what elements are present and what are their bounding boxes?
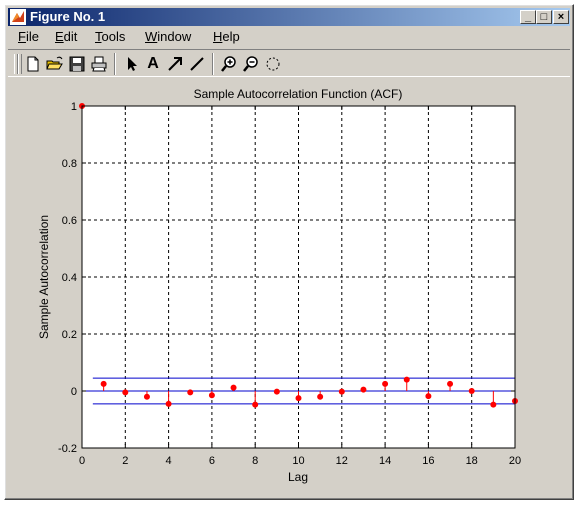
- acf-point: [468, 388, 475, 394]
- open-folder-icon[interactable]: [46, 55, 64, 73]
- x-tick-label: 6: [209, 455, 215, 467]
- title-bar[interactable]: Figure No. 1 _ □ ×: [8, 8, 570, 26]
- acf-point: [230, 384, 237, 391]
- y-tick-label: 0.4: [62, 272, 77, 284]
- menu-window-rest: indow: [157, 29, 192, 44]
- y-tick-label: 0.8: [62, 158, 77, 170]
- acf-point: [382, 380, 389, 387]
- acf-point: [273, 388, 280, 395]
- acf-point: [252, 401, 259, 408]
- save-disk-icon[interactable]: [68, 55, 86, 73]
- menu-window[interactable]: Window: [145, 29, 191, 44]
- x-tick-label: 4: [166, 455, 172, 467]
- x-axis-label: Lag: [288, 470, 308, 484]
- x-tick-label: 18: [466, 455, 478, 467]
- menu-bar: File Edit Tools Window Help: [8, 27, 570, 47]
- acf-point: [360, 386, 367, 393]
- menu-edit-rest: dit: [63, 29, 78, 44]
- menu-file[interactable]: File: [18, 29, 39, 44]
- zoom-out-icon[interactable]: [242, 55, 260, 73]
- close-icon: ×: [557, 11, 565, 23]
- x-tick-label: 0: [79, 455, 85, 467]
- menu-tools[interactable]: Tools: [95, 29, 125, 44]
- new-file-icon[interactable]: [24, 55, 42, 73]
- acf-point: [143, 393, 150, 400]
- menu-tools-accel: T: [95, 29, 102, 44]
- y-tick-label: 1: [71, 101, 77, 113]
- toolbar-separator: [114, 53, 116, 75]
- menu-help-rest: elp: [222, 29, 240, 44]
- menu-tools-rest: ools: [101, 29, 126, 44]
- menu-file-accel: F: [18, 29, 26, 44]
- acf-point: [403, 376, 410, 383]
- maximize-button[interactable]: □: [536, 10, 552, 24]
- toolbar-grip[interactable]: [14, 54, 18, 74]
- acf-point: [425, 393, 432, 400]
- minimize-icon: _: [524, 11, 532, 23]
- print-icon[interactable]: [90, 55, 108, 73]
- figure-toolbar: A: [8, 49, 570, 77]
- insert-line-icon[interactable]: [188, 55, 206, 73]
- x-tick-label: 12: [336, 455, 348, 467]
- x-tick-label: 20: [509, 455, 521, 467]
- acf-point: [490, 401, 497, 408]
- menu-help-accel: H: [213, 29, 223, 44]
- y-tick-label: -0.2: [58, 443, 77, 455]
- x-tick-label: 10: [292, 455, 304, 467]
- acf-point: [187, 389, 194, 396]
- minimize-button[interactable]: _: [520, 10, 536, 24]
- acf-point: [295, 395, 302, 402]
- rotate-icon[interactable]: [264, 55, 282, 73]
- toolbar-separator-2: [212, 53, 214, 75]
- window-title: Figure No. 1: [30, 9, 106, 24]
- menu-file-rest: ile: [25, 29, 39, 44]
- menu-window-accel: W: [145, 29, 158, 44]
- insert-arrow-icon[interactable]: [166, 55, 184, 73]
- menu-edit[interactable]: Edit: [55, 29, 77, 44]
- zoom-in-icon[interactable]: [220, 55, 238, 73]
- acf-point: [100, 380, 107, 387]
- chart-title: Sample Autocorrelation Function (ACF): [194, 87, 403, 101]
- maximize-icon: □: [540, 11, 548, 23]
- toolbar-grip-2[interactable]: [18, 54, 22, 74]
- axis-ticks: 0 2 4 6 8 10 12 14 16 18 20-0.200.20.40.60.81: [58, 101, 521, 467]
- y-tick-label: 0: [71, 386, 77, 398]
- y-tick-label: 0.6: [62, 215, 77, 227]
- insert-text-icon[interactable]: A: [147, 55, 159, 72]
- x-tick-label: 14: [379, 455, 391, 467]
- close-button[interactable]: ×: [553, 10, 569, 24]
- matlab-logo-icon: [10, 9, 26, 25]
- menu-help[interactable]: Help: [213, 29, 240, 44]
- x-tick-label: 8: [252, 455, 258, 467]
- menu-edit-accel: E: [55, 29, 64, 44]
- y-axis-label: Sample Autocorrelation: [37, 215, 51, 339]
- select-arrow-icon[interactable]: [122, 55, 140, 73]
- x-tick-label: 16: [422, 455, 434, 467]
- acf-point: [447, 380, 454, 387]
- y-tick-label: 0.2: [62, 329, 77, 341]
- acf-point: [317, 393, 324, 400]
- acf-point: [122, 389, 129, 396]
- acf-point: [208, 392, 215, 399]
- acf-point: [338, 388, 345, 395]
- x-tick-label: 2: [122, 455, 128, 467]
- acf-point: [165, 400, 172, 407]
